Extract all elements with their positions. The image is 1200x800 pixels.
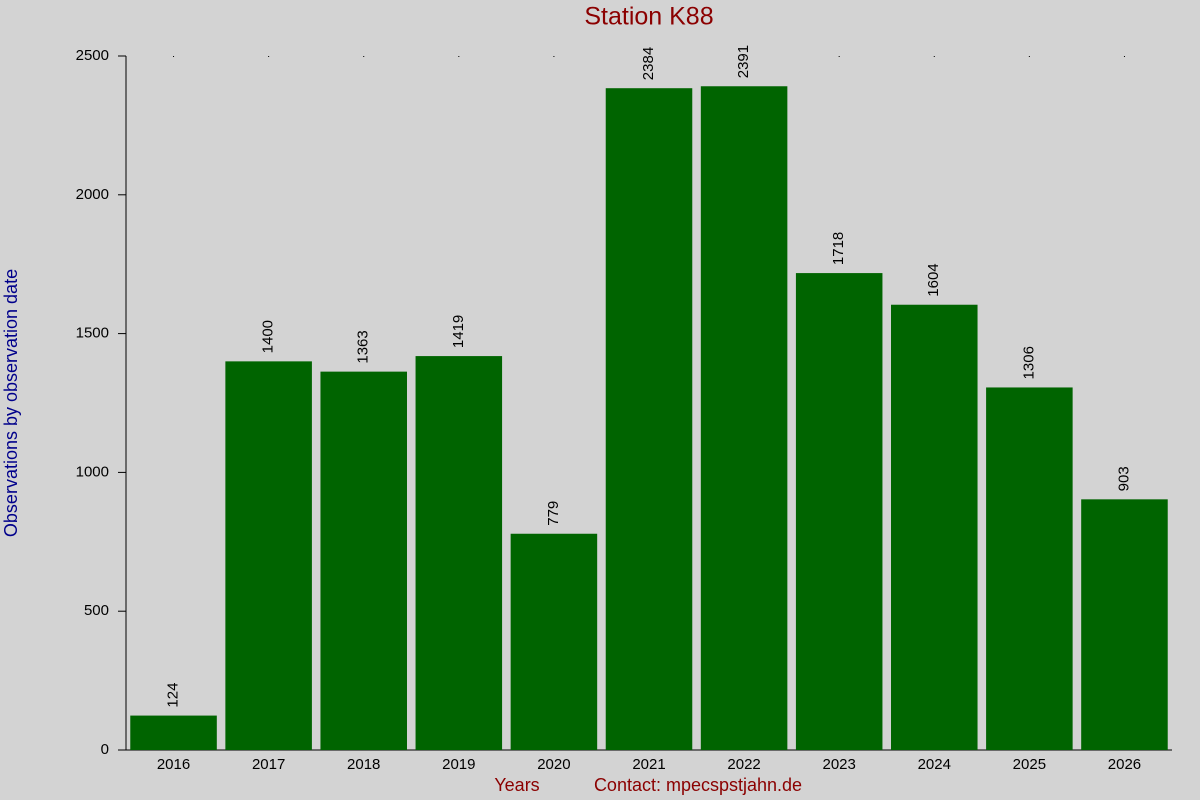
- bar: [605, 88, 693, 750]
- bar: [795, 273, 883, 750]
- x-axis-label: Years: [494, 775, 539, 795]
- bar: [320, 371, 407, 750]
- x-tick-label: 2021: [632, 756, 665, 773]
- x-tick-label: 2017: [252, 756, 285, 773]
- bar: [415, 356, 503, 750]
- x-tick-label: 2016: [157, 756, 190, 773]
- value-label: 124: [165, 683, 182, 708]
- y-tick-label: 0: [101, 741, 109, 758]
- x-tick-label: 2022: [727, 756, 760, 773]
- x-tick-label: 2025: [1013, 756, 1046, 773]
- bar: [510, 533, 598, 750]
- value-label: 1604: [925, 263, 942, 296]
- x-tick-label: 2018: [347, 756, 380, 773]
- bar: [891, 304, 978, 750]
- value-label: 1400: [260, 320, 277, 353]
- chart-title: Station K88: [584, 3, 713, 31]
- annotation: Contact: mpecspstjahn.de: [594, 775, 802, 795]
- bar: [986, 387, 1073, 750]
- y-tick-label: 500: [84, 602, 109, 619]
- y-axis-label: Observations by observation date: [1, 269, 21, 537]
- y-tick-label: 1500: [76, 325, 109, 342]
- bar: [700, 86, 788, 750]
- value-label: 2384: [640, 47, 657, 80]
- x-tick-label: 2023: [822, 756, 855, 773]
- bar: [1081, 499, 1168, 750]
- value-label: 779: [545, 501, 562, 526]
- x-tick-label: 2024: [918, 756, 951, 773]
- value-label: 1419: [450, 315, 467, 348]
- value-label: 1306: [1020, 346, 1037, 379]
- y-tick-label: 1000: [76, 463, 109, 480]
- x-tick-label: 2019: [442, 756, 475, 773]
- bar: [225, 361, 312, 750]
- bar: [130, 715, 217, 750]
- y-tick-label: 2500: [76, 47, 109, 64]
- x-tick-label: 2020: [537, 756, 570, 773]
- value-label: 1363: [355, 330, 372, 363]
- value-label: 903: [1115, 466, 1132, 491]
- x-tick-label: 2026: [1108, 756, 1141, 773]
- value-label: 1718: [830, 232, 847, 265]
- value-label: 2391: [735, 45, 752, 78]
- y-tick-label: 2000: [76, 186, 109, 203]
